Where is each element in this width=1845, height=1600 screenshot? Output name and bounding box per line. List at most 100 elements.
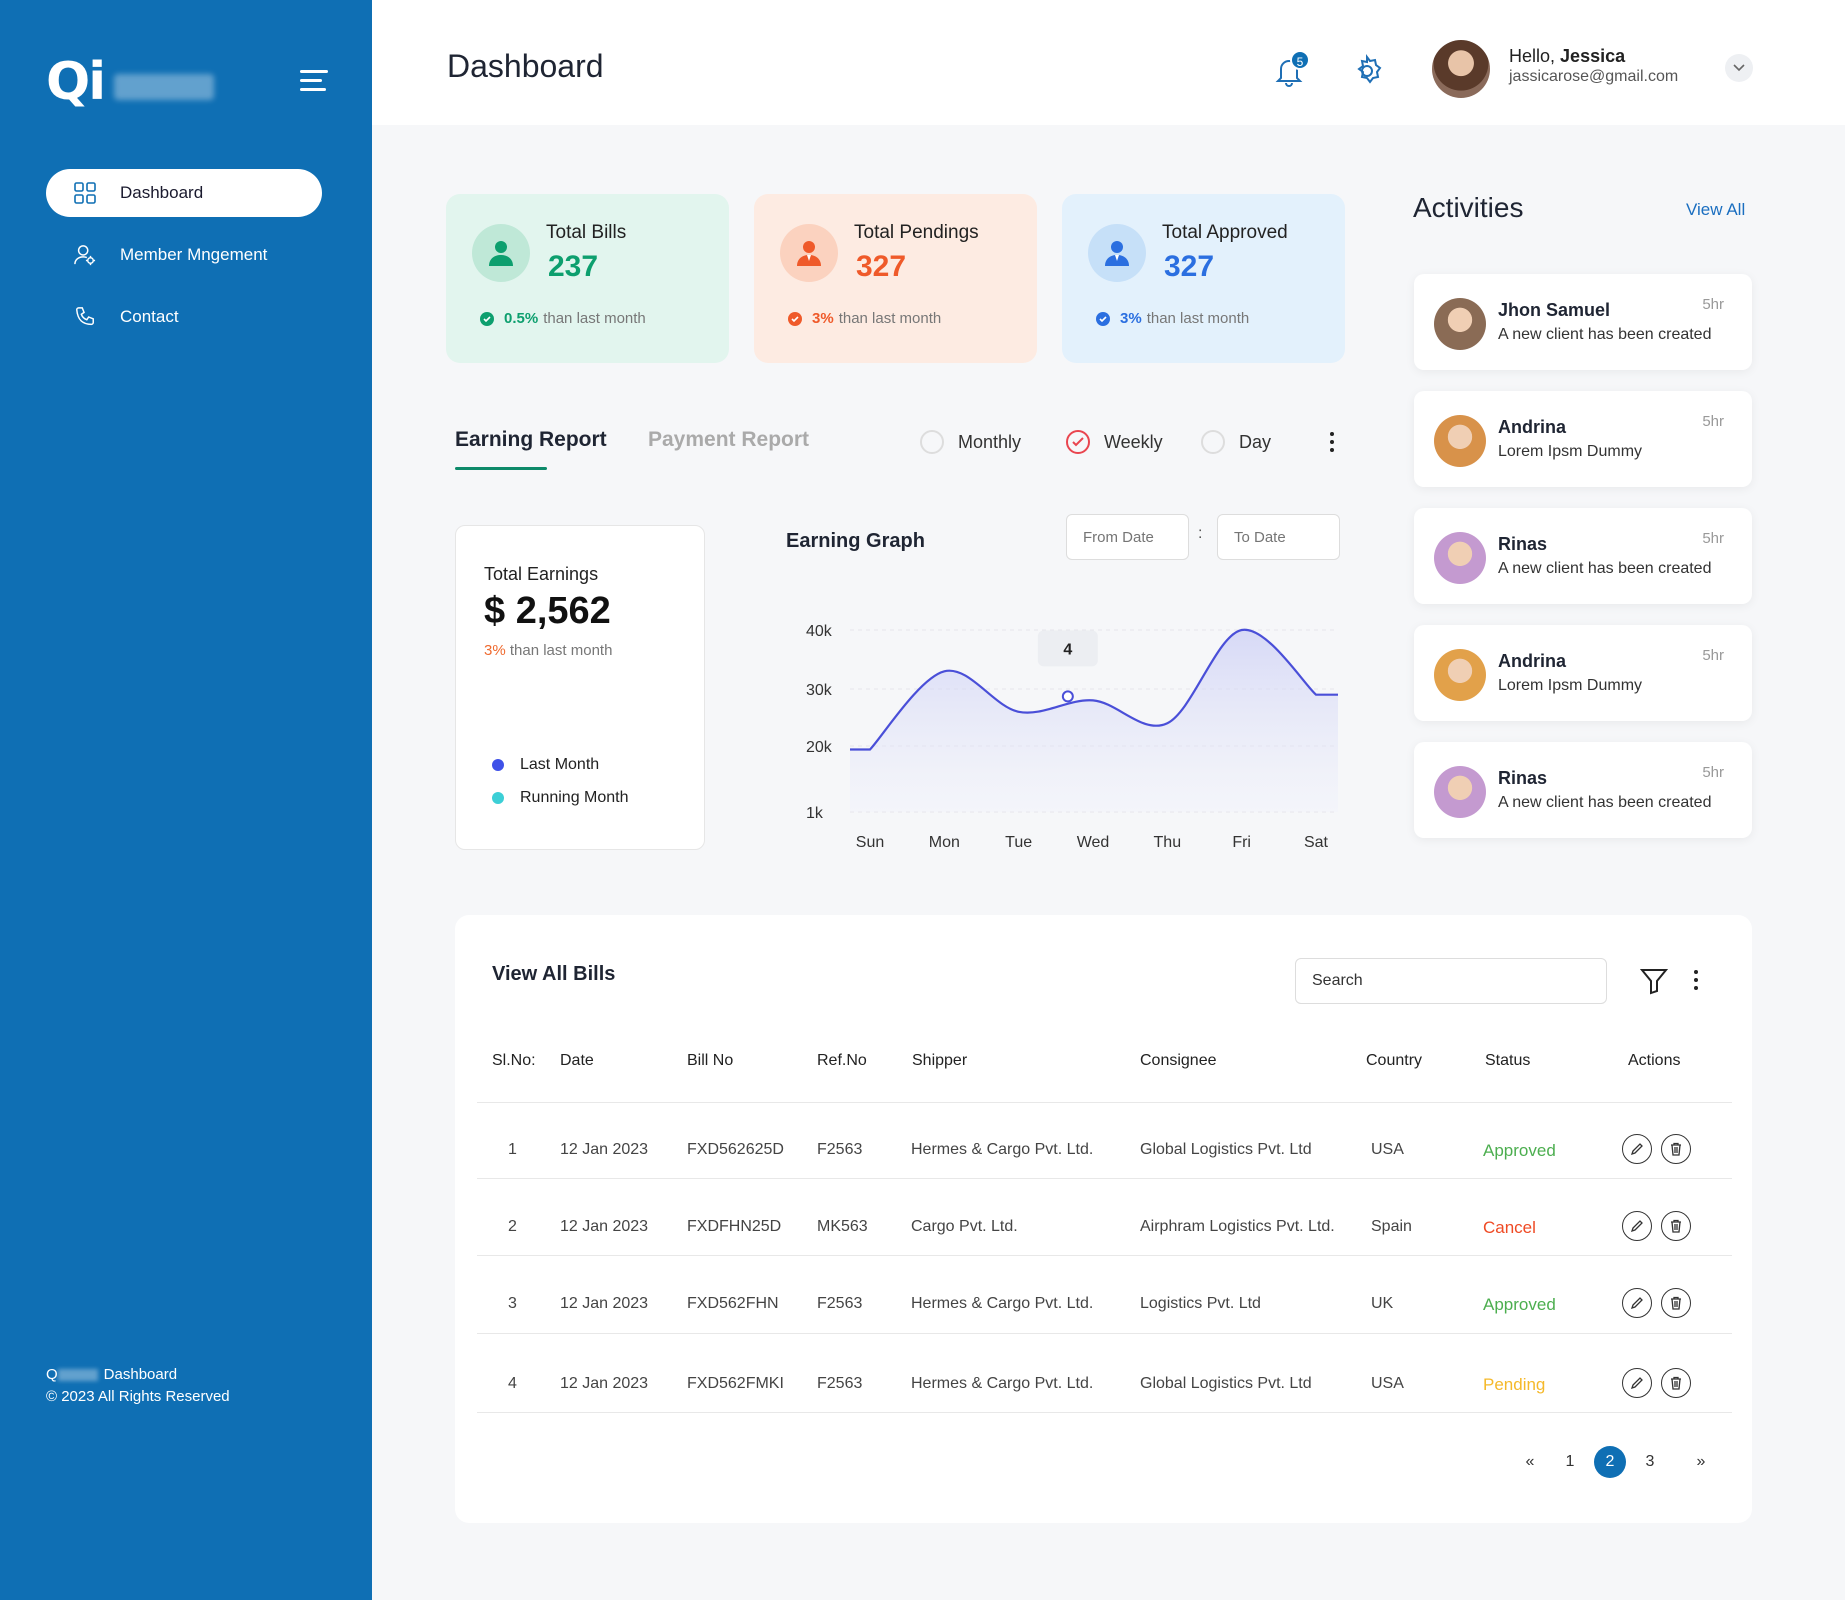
cell-ref: F2563 xyxy=(817,1141,863,1158)
check-circle-icon xyxy=(480,311,494,326)
cell-date: 12 Jan 2023 xyxy=(560,1375,649,1392)
activity-item[interactable]: Andrina Lorem Ipsm Dummy 5hr xyxy=(1414,391,1752,487)
stat-trend: 3% than last month xyxy=(1096,310,1249,327)
cell-date: 12 Jan 2023 xyxy=(560,1218,649,1235)
gear-icon[interactable] xyxy=(1350,54,1384,88)
tooltip-box xyxy=(1037,630,1098,667)
grid-icon xyxy=(74,182,96,204)
x-tick-label: Fri xyxy=(1232,834,1251,851)
activity-time: 5hr xyxy=(1702,530,1724,547)
column-header[interactable]: Status xyxy=(1485,1052,1531,1069)
edit-icon[interactable] xyxy=(1622,1288,1652,1318)
activity-name: Jhon Samuel xyxy=(1498,300,1611,320)
period-radio-weekly[interactable]: Weekly xyxy=(1066,430,1163,454)
report-more-icon[interactable] xyxy=(1328,432,1336,456)
cell-date: 12 Jan 2023 xyxy=(560,1141,649,1158)
trend-text: than last month xyxy=(509,642,613,659)
column-header[interactable]: Consignee xyxy=(1140,1052,1217,1069)
cell-country: USA xyxy=(1371,1375,1404,1392)
stat-card-total-bills[interactable]: Total Bills 237 0.5% than last month xyxy=(446,194,729,363)
cell-consignee: Global Logistics Pvt. Ltd xyxy=(1140,1141,1312,1158)
trash-icon[interactable] xyxy=(1661,1288,1691,1318)
cell-consignee: Global Logistics Pvt. Ltd xyxy=(1140,1375,1312,1392)
x-tick-label: Sun xyxy=(856,834,884,851)
pagination-page[interactable]: 1 xyxy=(1565,1453,1575,1470)
pagination-page[interactable]: 3 xyxy=(1645,1453,1655,1470)
trend-text: than last month xyxy=(838,310,942,327)
cell-shipper: Cargo Pvt. Ltd. xyxy=(911,1218,1018,1235)
cell-sl: 2 xyxy=(508,1218,517,1235)
pagination-next[interactable]: » xyxy=(1696,1453,1706,1470)
column-header[interactable]: Ref.No xyxy=(817,1052,867,1069)
row-divider xyxy=(477,1102,1732,1103)
greeting-text: Hello, xyxy=(1509,46,1556,66)
businessman-icon xyxy=(780,224,838,282)
x-tick-label: Sat xyxy=(1304,834,1329,851)
from-date-input[interactable] xyxy=(1066,514,1189,560)
logo[interactable]: Qi xyxy=(46,52,215,112)
row-divider xyxy=(477,1255,1732,1256)
sidebar-item-label: Member Mngement xyxy=(120,245,268,264)
cell-country: UK xyxy=(1371,1295,1394,1312)
column-header[interactable]: Sl.No: xyxy=(492,1052,536,1069)
filter-icon[interactable] xyxy=(1640,967,1668,995)
legend-label: Last Month xyxy=(520,756,600,773)
logo-text: Qi xyxy=(46,52,106,112)
trend-text: than last month xyxy=(543,310,646,327)
edit-icon[interactable] xyxy=(1622,1368,1652,1398)
sidebar-item-contact[interactable]: Contact xyxy=(46,293,322,341)
trend-percent: 3% xyxy=(812,310,834,327)
tooltip-label: 4 xyxy=(1063,641,1072,658)
column-header[interactable]: Country xyxy=(1366,1052,1423,1069)
activity-time: 5hr xyxy=(1702,647,1724,664)
activity-name: Andrina xyxy=(1498,651,1567,671)
edit-icon[interactable] xyxy=(1622,1134,1652,1164)
pagination-page[interactable]: 2 xyxy=(1594,1446,1626,1478)
trash-icon[interactable] xyxy=(1661,1134,1691,1164)
pagination-prev[interactable]: « xyxy=(1525,1453,1535,1470)
tab-payment-report[interactable]: Payment Report xyxy=(648,428,810,451)
x-tick-label: Thu xyxy=(1154,834,1182,851)
period-radio-monthly[interactable]: Monthly xyxy=(920,430,1021,454)
cell-ref: F2563 xyxy=(817,1295,863,1312)
user-name: Jessica xyxy=(1560,46,1626,66)
legend-dot xyxy=(492,759,504,771)
sidebar-item-member-management[interactable]: Member Mngement xyxy=(46,231,322,279)
activity-message: A new client has been created xyxy=(1498,326,1712,343)
column-header[interactable]: Actions xyxy=(1628,1052,1681,1069)
view-all-link[interactable]: View All xyxy=(1686,200,1746,219)
sidebar-item-dashboard[interactable]: Dashboard xyxy=(46,169,322,217)
bills-table-card: View All Bills Sl.No: Date Bill No Ref.No Sh… xyxy=(455,915,1752,1523)
check-circle-icon xyxy=(1096,311,1110,326)
tab-earning-report[interactable]: Earning Report xyxy=(455,428,607,451)
series-line xyxy=(850,628,1338,751)
hamburger-menu-icon[interactable] xyxy=(300,70,328,97)
trash-icon[interactable] xyxy=(1661,1368,1691,1398)
avatar xyxy=(1434,766,1486,818)
cell-sl: 4 xyxy=(508,1375,517,1392)
column-header[interactable]: Shipper xyxy=(912,1052,968,1069)
to-date-input[interactable] xyxy=(1217,514,1340,560)
stat-card-total-pendings[interactable]: Total Pendings 327 3% than last month xyxy=(754,194,1037,363)
column-header[interactable]: Date xyxy=(560,1052,594,1069)
notification-badge: 5 xyxy=(1290,50,1310,70)
trash-icon[interactable] xyxy=(1661,1211,1691,1241)
chevron-down-icon[interactable] xyxy=(1725,54,1753,82)
stat-value: 327 xyxy=(1164,250,1215,283)
search-input[interactable] xyxy=(1295,958,1607,1004)
bills-more-icon[interactable] xyxy=(1692,970,1700,994)
activity-item[interactable]: Rinas A new client has been created 5hr xyxy=(1414,742,1752,838)
activity-time: 5hr xyxy=(1702,413,1724,430)
user-avatar[interactable] xyxy=(1432,40,1490,98)
sidebar: Qi Dashboard Member Mngement Contact Q Da… xyxy=(0,0,372,1600)
edit-icon[interactable] xyxy=(1622,1211,1652,1241)
radio-circle-icon xyxy=(1201,430,1225,454)
activity-item[interactable]: Andrina Lorem Ipsm Dummy 5hr xyxy=(1414,625,1752,721)
column-header[interactable]: Bill No xyxy=(687,1052,734,1069)
period-radio-day[interactable]: Day xyxy=(1201,430,1271,454)
activity-item[interactable]: Rinas A new client has been created 5hr xyxy=(1414,508,1752,604)
earnings-value: $ 2,562 xyxy=(484,590,611,632)
activity-item[interactable]: Jhon Samuel A new client has been created… xyxy=(1414,274,1752,370)
cell-shipper: Hermes & Cargo Pvt. Ltd. xyxy=(911,1141,1094,1158)
stat-card-total-approved[interactable]: Total Approved 327 3% than last month xyxy=(1062,194,1345,363)
